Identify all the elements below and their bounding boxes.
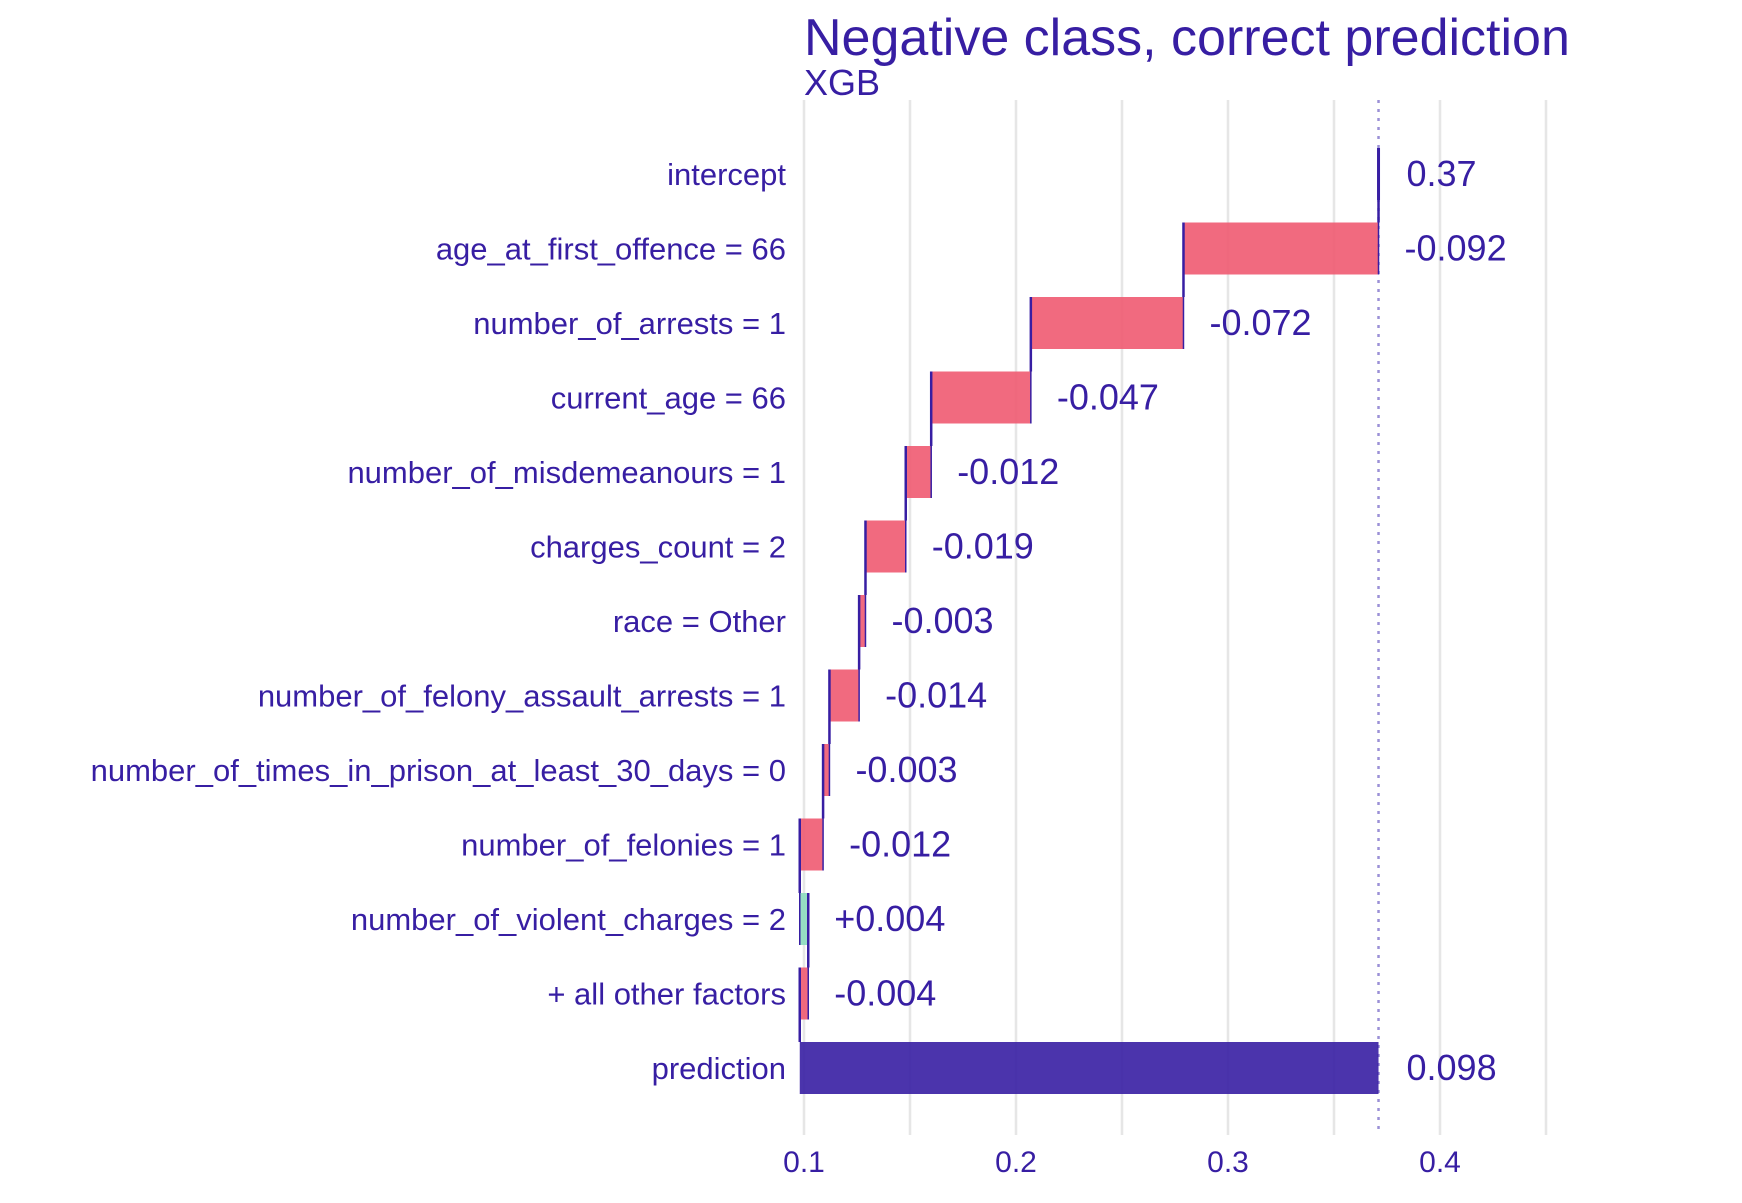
value-label: -0.003	[891, 600, 993, 641]
bars-layer	[798, 148, 1381, 1094]
value-label: -0.019	[932, 526, 1034, 567]
x-tick-label: 0.4	[1419, 1146, 1461, 1179]
contribution-bar	[799, 967, 809, 1020]
row-label: number_of_felony_assault_arrests = 1	[258, 679, 786, 714]
contribution-bar	[865, 520, 906, 573]
value-label: -0.004	[834, 973, 936, 1014]
row-label: + all other factors	[547, 977, 786, 1012]
contribution-bar	[1183, 222, 1379, 275]
row-label: current_age = 66	[551, 381, 786, 416]
value-label: 0.098	[1407, 1047, 1497, 1088]
row-label: race = Other	[613, 604, 786, 639]
row-label: number_of_arrests = 1	[473, 306, 786, 341]
contribution-bar	[829, 669, 860, 722]
value-label: -0.012	[849, 824, 951, 865]
contribution-bar	[1030, 297, 1184, 349]
x-tick-label: 0.3	[1207, 1146, 1249, 1179]
x-tick-label: 0.2	[995, 1146, 1037, 1179]
row-label: age_at_first_offence = 66	[436, 232, 786, 267]
row-label: charges_count = 2	[530, 530, 786, 565]
contribution-bar	[905, 446, 932, 498]
contribution-bar	[931, 371, 1031, 424]
row-label: number_of_violent_charges = 2	[351, 902, 786, 937]
value-label: -0.003	[855, 749, 957, 790]
row-label: number_of_misdemeanours = 1	[347, 455, 786, 490]
contribution-bar	[823, 744, 830, 796]
value-label: -0.012	[957, 451, 1059, 492]
labels-layer: 0.1 0.2 0.3 0.4 intercept 0.37 age_at_first_of…	[91, 153, 1507, 1179]
contribution-bar	[799, 893, 809, 945]
contribution-bar	[799, 818, 824, 871]
value-label: +0.004	[834, 898, 945, 939]
value-label: -0.072	[1209, 302, 1311, 343]
value-label: 0.37	[1407, 153, 1477, 194]
row-label: prediction	[652, 1051, 786, 1086]
value-label: -0.014	[885, 675, 987, 716]
row-label: number_of_times_in_prison_at_least_30_da…	[91, 753, 786, 788]
value-label: -0.092	[1405, 228, 1507, 269]
x-tick-label: 0.1	[783, 1146, 825, 1179]
value-label: -0.047	[1057, 377, 1159, 418]
row-label: number_of_felonies = 1	[461, 828, 786, 863]
contribution-bar	[859, 595, 866, 647]
chart-title: Negative class, correct prediction	[804, 9, 1570, 67]
chart-subtitle: XGB	[804, 62, 880, 103]
prediction-bar	[799, 1042, 1379, 1094]
row-label: intercept	[667, 157, 786, 192]
